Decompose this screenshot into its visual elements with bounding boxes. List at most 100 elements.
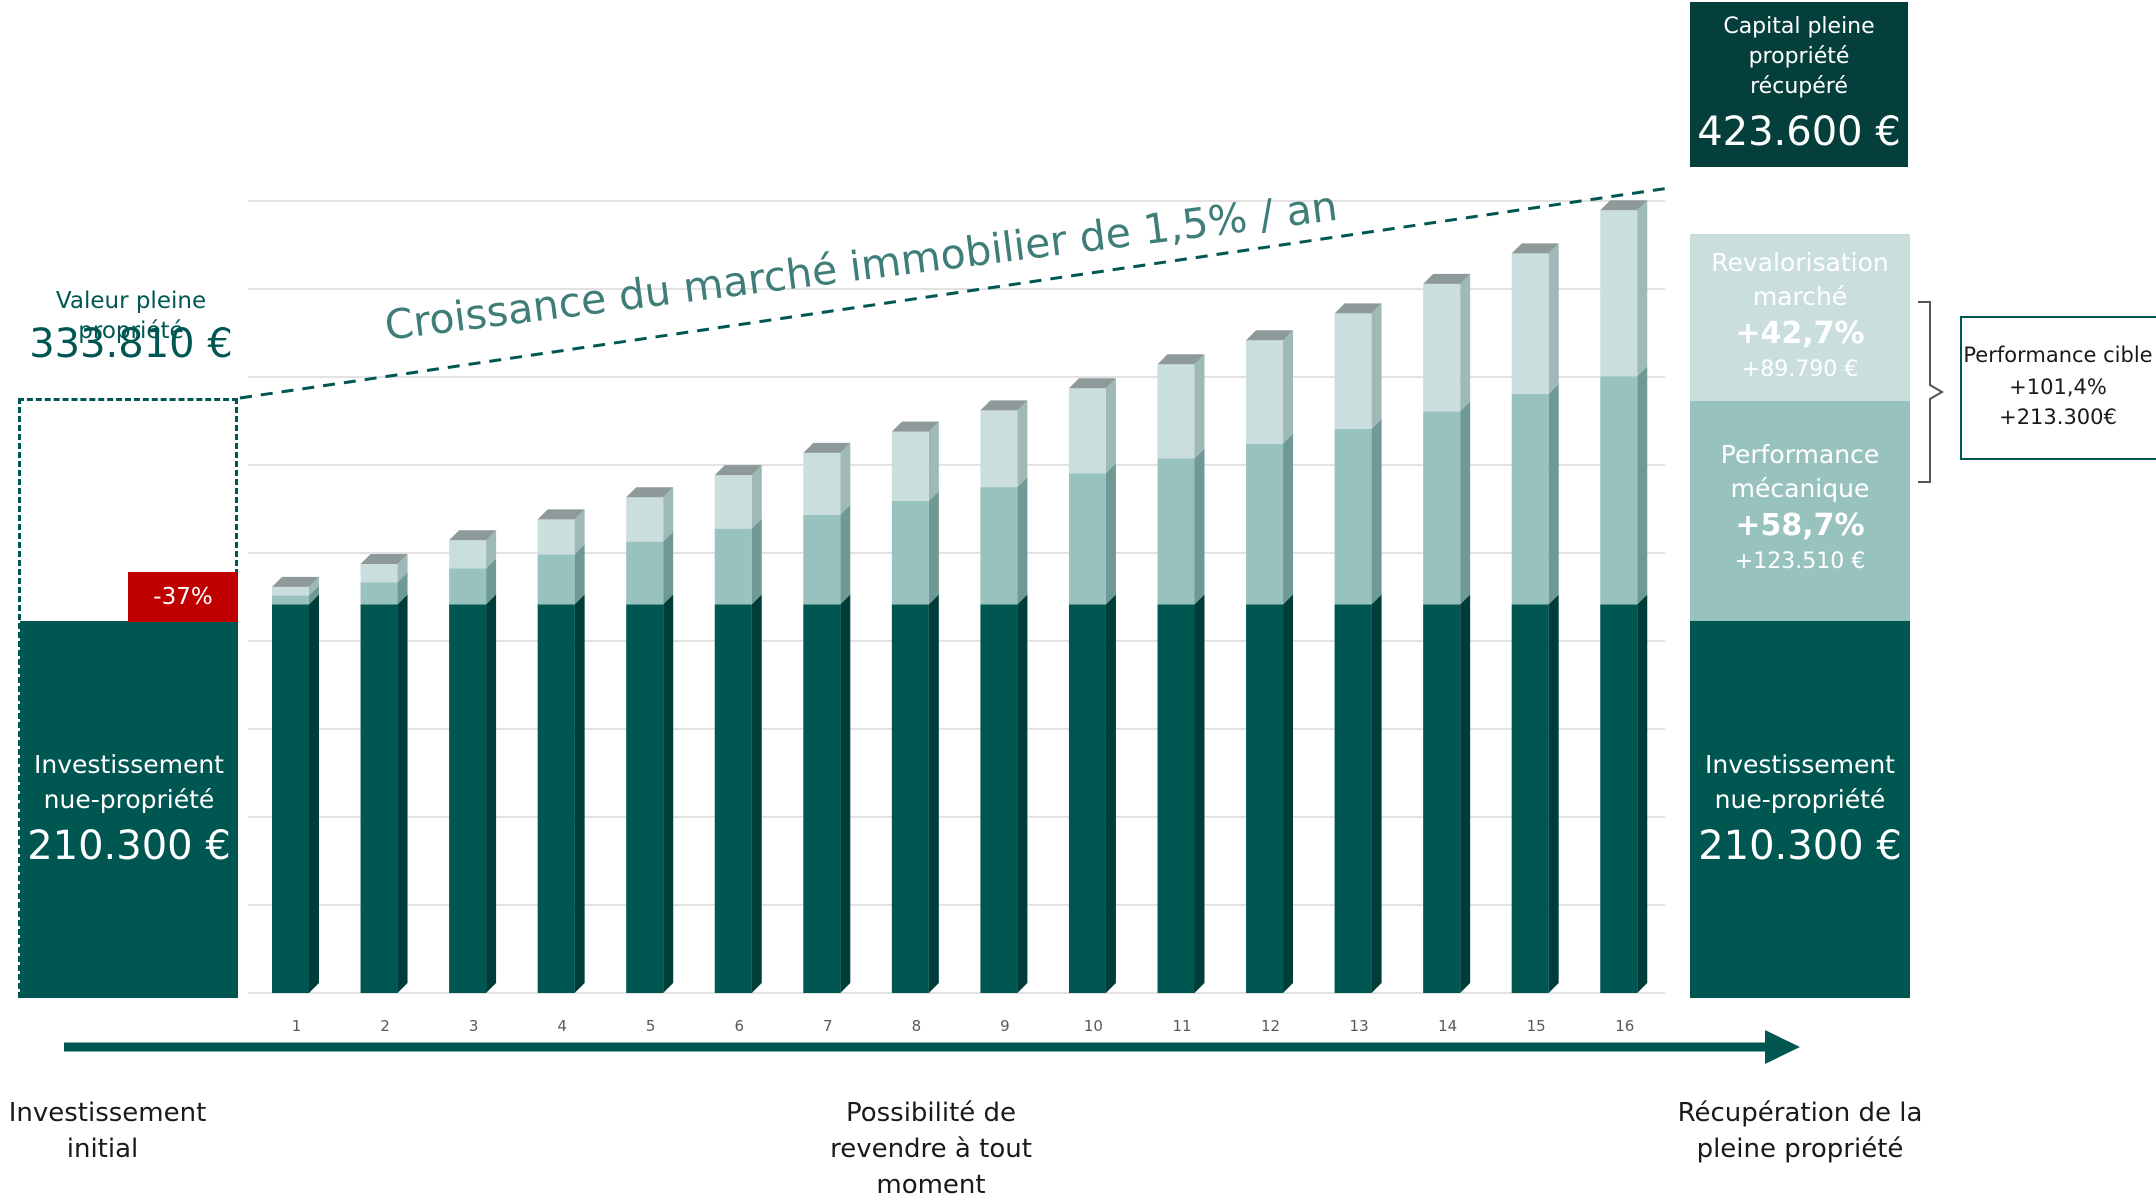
bar-segment-investment	[714, 604, 752, 993]
bar-side	[1548, 243, 1559, 394]
bar-side	[1194, 448, 1205, 605]
mech-pct: +58,7%	[1735, 508, 1865, 543]
x-tick-label: 5	[646, 1017, 656, 1035]
right-invest-label-line2: nue-propriété	[1714, 785, 1886, 814]
timeline-end-line2: pleine propriété	[1696, 1134, 1904, 1164]
bar-top	[360, 553, 408, 564]
x-tick-label: 13	[1350, 1017, 1369, 1035]
bar-side	[1017, 477, 1028, 605]
bar-segment-market	[803, 452, 841, 515]
bar-side	[1460, 273, 1471, 412]
bar-side	[1460, 401, 1471, 605]
bar-side	[574, 594, 585, 993]
discount-badge: -37%	[128, 572, 238, 622]
right-invest-label-line1: Investissement	[1705, 750, 1895, 779]
bar-segment-market	[1334, 313, 1372, 429]
bar-top	[626, 487, 674, 498]
bar-segment-mechanical	[626, 541, 664, 605]
bar-side	[1017, 400, 1028, 488]
bar-segment-investment	[1246, 604, 1284, 993]
market-label-line2: marché	[1752, 282, 1848, 311]
x-tick-label: 2	[380, 1017, 390, 1035]
right-invest-amount: 210.300 €	[1698, 823, 1902, 869]
bar-side	[1105, 463, 1116, 605]
x-tick-label: 1	[292, 1017, 302, 1035]
bar-segment-investment	[980, 604, 1018, 993]
bar-side	[397, 572, 408, 605]
x-tick-label: 11	[1172, 1017, 1191, 1035]
bar-segment-market	[1600, 210, 1638, 377]
x-tick-label: 6	[734, 1017, 744, 1035]
bar-side	[663, 487, 674, 542]
bar-segment-mechanical	[980, 487, 1018, 605]
mech-amount: +123.510 €	[1734, 549, 1866, 574]
bar-side	[574, 544, 585, 605]
bar-segment-investment	[272, 604, 309, 993]
bar-side	[309, 594, 319, 993]
bar-top	[1600, 200, 1648, 211]
bar-segment-mechanical	[1334, 428, 1372, 605]
bar-segment-mechanical	[1511, 393, 1549, 605]
bar-side	[486, 530, 497, 569]
bar-top	[1157, 354, 1205, 365]
bar-side	[1105, 594, 1116, 993]
capital-amount: 423.600 €	[1697, 109, 1901, 155]
x-tick-label: 16	[1615, 1017, 1634, 1035]
bar-side	[1637, 366, 1648, 605]
bar-top	[272, 576, 319, 587]
bar-top	[1246, 330, 1294, 341]
timeline-arrow-head	[1765, 1030, 1800, 1064]
timeline-middle-line2: revendre à tout	[830, 1134, 1032, 1164]
bar-segment-mechanical	[449, 568, 487, 605]
target-line2: +101,4%	[2009, 375, 2107, 399]
left-invest-label-line1: Investissement	[34, 750, 224, 779]
timeline-start-line1: Investissement	[8, 1098, 207, 1128]
target-performance-box	[1960, 316, 2156, 460]
mechanical-performance-block	[1690, 401, 1910, 621]
x-tick-label: 10	[1084, 1017, 1103, 1035]
bar-side	[486, 594, 497, 993]
bar-side	[663, 531, 674, 605]
x-tick-label: 14	[1438, 1017, 1457, 1035]
timeline-middle-line3: moment	[876, 1170, 986, 1200]
x-tick-label: 4	[557, 1017, 567, 1035]
bar-side	[840, 504, 851, 605]
bar-top	[714, 465, 762, 476]
target-line1: Performance cible	[1963, 343, 2153, 367]
bar-side	[840, 594, 851, 993]
bar-side	[1283, 330, 1294, 444]
bar-top	[537, 509, 585, 520]
bar-segment-market	[1511, 253, 1549, 394]
capital-label-line1: Capital pleine	[1723, 14, 1875, 39]
bar-segment-investment	[1511, 604, 1549, 993]
bar-side	[397, 594, 408, 993]
capital-label-line3: récupéré	[1750, 74, 1848, 99]
bar-segment-investment	[1334, 604, 1372, 993]
right-invest-block	[1690, 621, 1910, 998]
bar-side	[1017, 594, 1028, 993]
capital-label-line2: propriété	[1748, 44, 1850, 69]
left-invest-label-line2: nue-propriété	[43, 785, 215, 814]
bar-segment-market	[272, 586, 309, 596]
bar-side	[486, 558, 497, 605]
bar-side	[574, 509, 585, 555]
bar-segment-mechanical	[537, 554, 575, 605]
bar-segment-investment	[449, 604, 487, 993]
full-value-label: Valeur pleine propriété	[55, 288, 207, 344]
x-tick-label: 9	[1000, 1017, 1010, 1035]
bar-top	[1511, 243, 1559, 254]
bar-side	[1194, 354, 1205, 459]
bar-side	[1283, 433, 1294, 605]
bar-segment-mechanical	[1157, 458, 1195, 605]
bar-side	[1105, 378, 1116, 474]
bar-side	[751, 594, 762, 993]
growth-trend-line	[239, 186, 1668, 400]
bar-side	[1283, 594, 1294, 993]
bar-segment-investment	[1600, 604, 1638, 993]
bar-side	[928, 421, 939, 501]
bar-side	[309, 576, 319, 596]
timeline-end-line1: Récupération de la	[1677, 1098, 1923, 1128]
bar-segment-market	[1157, 364, 1195, 459]
